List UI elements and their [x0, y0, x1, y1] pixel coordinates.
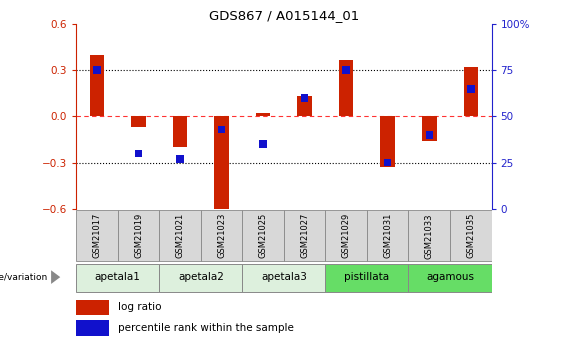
Bar — [384, 159, 392, 166]
Text: genotype/variation: genotype/variation — [0, 273, 47, 282]
Bar — [93, 67, 101, 74]
Text: GSM21027: GSM21027 — [300, 213, 309, 258]
Bar — [242, 264, 325, 292]
Bar — [467, 85, 475, 92]
Text: GSM21029: GSM21029 — [342, 213, 351, 258]
Text: apetala1: apetala1 — [95, 272, 141, 282]
Text: log ratio: log ratio — [118, 303, 161, 313]
Bar — [76, 264, 159, 292]
Bar — [173, 117, 188, 147]
Bar — [218, 126, 225, 133]
Bar — [90, 55, 105, 117]
Bar — [159, 210, 201, 261]
Bar — [408, 210, 450, 261]
Bar — [408, 264, 492, 292]
Bar — [325, 264, 408, 292]
Bar — [367, 210, 408, 261]
Text: GSM21023: GSM21023 — [217, 213, 226, 258]
Bar — [76, 320, 110, 336]
Bar — [301, 94, 308, 102]
Text: apetala2: apetala2 — [178, 272, 224, 282]
Bar — [380, 117, 395, 167]
Bar — [325, 210, 367, 261]
Bar — [176, 155, 184, 163]
Bar — [76, 299, 110, 315]
Bar — [450, 210, 492, 261]
Bar — [284, 210, 325, 261]
Bar — [118, 210, 159, 261]
Text: GSM21033: GSM21033 — [425, 213, 434, 258]
Text: GSM21025: GSM21025 — [259, 213, 268, 258]
Bar — [259, 140, 267, 148]
Text: GSM21021: GSM21021 — [176, 213, 185, 258]
Title: GDS867 / A015144_01: GDS867 / A015144_01 — [209, 9, 359, 22]
Bar — [242, 210, 284, 261]
Text: percentile rank within the sample: percentile rank within the sample — [118, 323, 294, 333]
Bar — [342, 67, 350, 74]
Bar — [214, 117, 229, 212]
Text: GSM21031: GSM21031 — [383, 213, 392, 258]
Text: GSM21017: GSM21017 — [93, 213, 102, 258]
Text: pistillata: pistillata — [345, 272, 389, 282]
Text: GSM21019: GSM21019 — [134, 213, 143, 258]
Bar — [135, 149, 142, 157]
Bar — [256, 114, 271, 117]
Bar — [425, 131, 433, 139]
Text: GSM21035: GSM21035 — [466, 213, 475, 258]
Bar — [159, 264, 242, 292]
Text: agamous: agamous — [426, 272, 474, 282]
Polygon shape — [51, 270, 60, 284]
Bar — [422, 117, 437, 141]
Bar — [297, 97, 312, 117]
Bar — [463, 67, 478, 117]
Bar — [76, 210, 118, 261]
Bar — [131, 117, 146, 127]
Text: apetala3: apetala3 — [261, 272, 307, 282]
Bar — [201, 210, 242, 261]
Bar — [339, 60, 354, 117]
